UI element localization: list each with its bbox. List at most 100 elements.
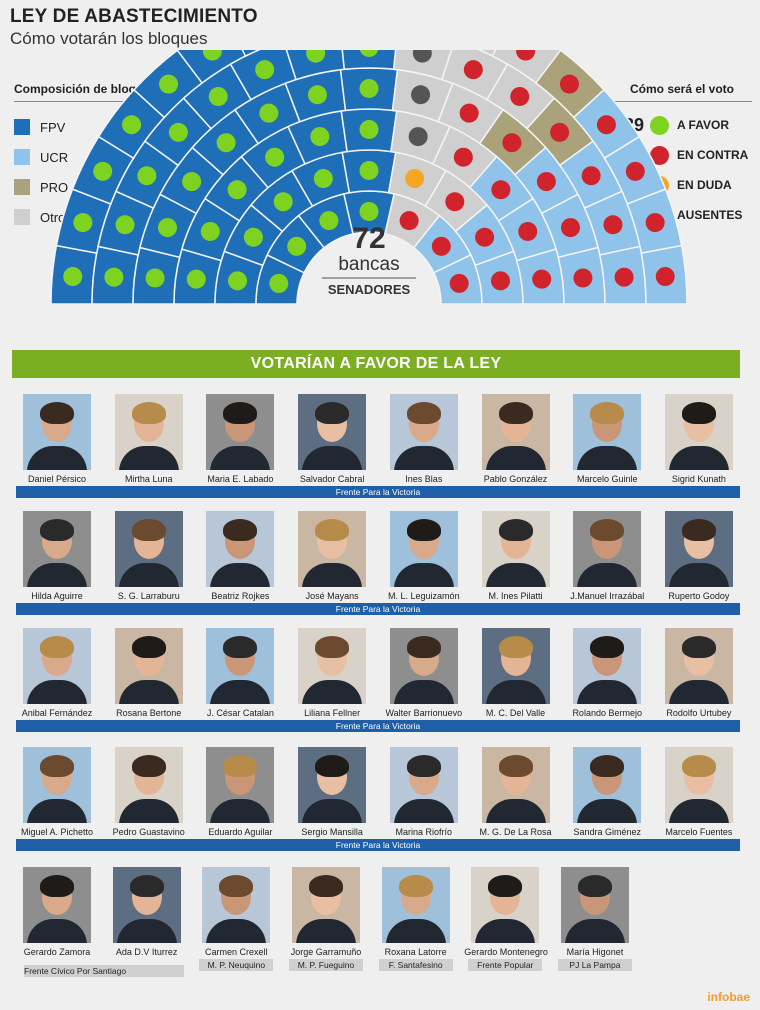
photo-body [27,799,87,823]
senator-name: J. César Catalan [206,708,274,718]
senator-photo [481,628,550,704]
senator-photo [206,747,275,823]
senator-card: Liliana Fellner [291,628,373,718]
senator-photo [389,511,458,587]
senator-name: Liliana Fellner [304,708,361,718]
legend-item-ucr: UCR [14,142,164,172]
senator-name: Sergio Mansilla [301,827,363,837]
vote-dot-favor [104,267,124,287]
legend-label: FPV [40,119,66,135]
photo-body [393,680,454,704]
vote-dot-favor [243,227,263,247]
senator-name: Miguel A. Pichetto [20,827,94,837]
photo-hair [498,402,533,424]
senator-list: Hilda Aguirre S. G. Larraburu Beatriz Rojk… [16,511,740,601]
photo-hair [406,519,441,541]
senator-card: Rosana Bertone [108,628,190,718]
senator-photo [389,394,458,470]
photo-body [485,680,546,704]
vote-dot-contra [518,222,538,242]
photo-body [118,680,179,704]
senator-photo [481,511,550,587]
photo-hair [40,636,74,658]
vote-dot-favor [359,50,379,57]
vote-dot-favor [359,161,379,180]
photo-body [302,446,363,470]
photo-body [118,563,179,587]
vote-dot-contra [559,74,579,94]
senator-card: Miguel A. Pichetto [16,747,98,837]
senator-name: M. G. De La Rosa [479,827,552,837]
photo-body [393,563,454,587]
photo-body [485,799,546,823]
senator-name: María Higonet [566,947,624,957]
photo-body [302,680,363,704]
senator-photo [481,394,550,470]
photo-body [668,563,729,587]
vote-dot-favor [359,120,379,139]
senator-card: Ruperto Godoy [658,511,740,601]
red-dot-icon [650,145,669,165]
senator-row-others: Gerardo Zamora Ada D.V Iturrez Carmen Crex… [16,867,636,977]
senator-name: Sigrid Kunath [671,474,726,484]
page-subtitle: Cómo votarán los bloques [10,29,208,48]
senator-name: Rolando Bermejo [572,708,642,718]
senator-card: Rolando Bermejo [566,628,648,718]
party-bar: Frente Para la Victoria [16,839,740,851]
senator-card: M. C. Del Valle [475,628,557,718]
senator-photo [298,511,367,587]
party-bar: Frente Para la Victoria [16,486,740,498]
senator-name: Anibal Fernández [21,708,93,718]
senator-list: Daniel Pérsico Mirtha Luna Maria E. Labado… [16,394,740,484]
photo-body [27,680,87,704]
composition-legend-title: Composición de bloques [14,82,164,102]
senator-name: Marcelo Fuentes [665,827,733,837]
senator-card: M. Ines Pilatti [475,511,557,601]
party-tag: F. Santafesino [378,959,453,971]
photo-hair [40,402,74,424]
vote-dot-favor [186,269,206,289]
vote-label: EN DUDA [677,178,732,192]
senator-list: Anibal Fernández Rosana Bertone J. César C… [16,628,740,718]
photo-body [116,919,177,943]
photo-body [210,563,271,587]
vote-dot-favor [168,122,188,142]
senator-card: Marcelo Fuentes [658,747,740,837]
senator-card: S. G. Larraburu [108,511,190,601]
photo-body [577,680,638,704]
senator-name: S. G. Larraburu [117,591,180,601]
senator-photo [573,511,642,587]
vote-dot-favor [122,115,142,135]
photo-hair [406,636,441,658]
photo-body [210,680,271,704]
senator-name: Pablo González [483,474,548,484]
vote-dot-favor [306,50,326,63]
photo-body [118,446,179,470]
vote-dot-favor [359,202,379,221]
vote-dot-contra [573,268,593,288]
photo-body [564,919,625,943]
senator-card: Walter Barrionuevo [383,628,465,718]
photo-hair [131,519,166,541]
photo-hair [590,402,625,424]
photo-hair [40,875,74,897]
senator-photo [23,747,91,823]
photo-hair [131,636,166,658]
vote-dot-contra [459,103,479,123]
photo-hair [131,402,166,424]
vote-dot-favor [182,172,202,192]
senator-row: Hilda Aguirre S. G. Larraburu Beatriz Rojk… [16,511,740,615]
senator-card: Anibal Fernández [16,628,98,718]
vote-label: A FAVOR [677,118,730,132]
vote-dot-favor [265,147,285,167]
photo-body [210,446,271,470]
vote-dot-favor [259,103,279,123]
vote-dot-contra [560,218,580,238]
vote-item-favor: 39 A FAVOR [612,110,752,140]
vote-dot-favor [216,133,236,153]
photo-hair [498,755,533,777]
senator-card: José Mayans [291,511,373,601]
senator-photo [114,511,183,587]
vote-dot-contra [603,215,623,235]
vote-dot-favor [145,268,165,288]
